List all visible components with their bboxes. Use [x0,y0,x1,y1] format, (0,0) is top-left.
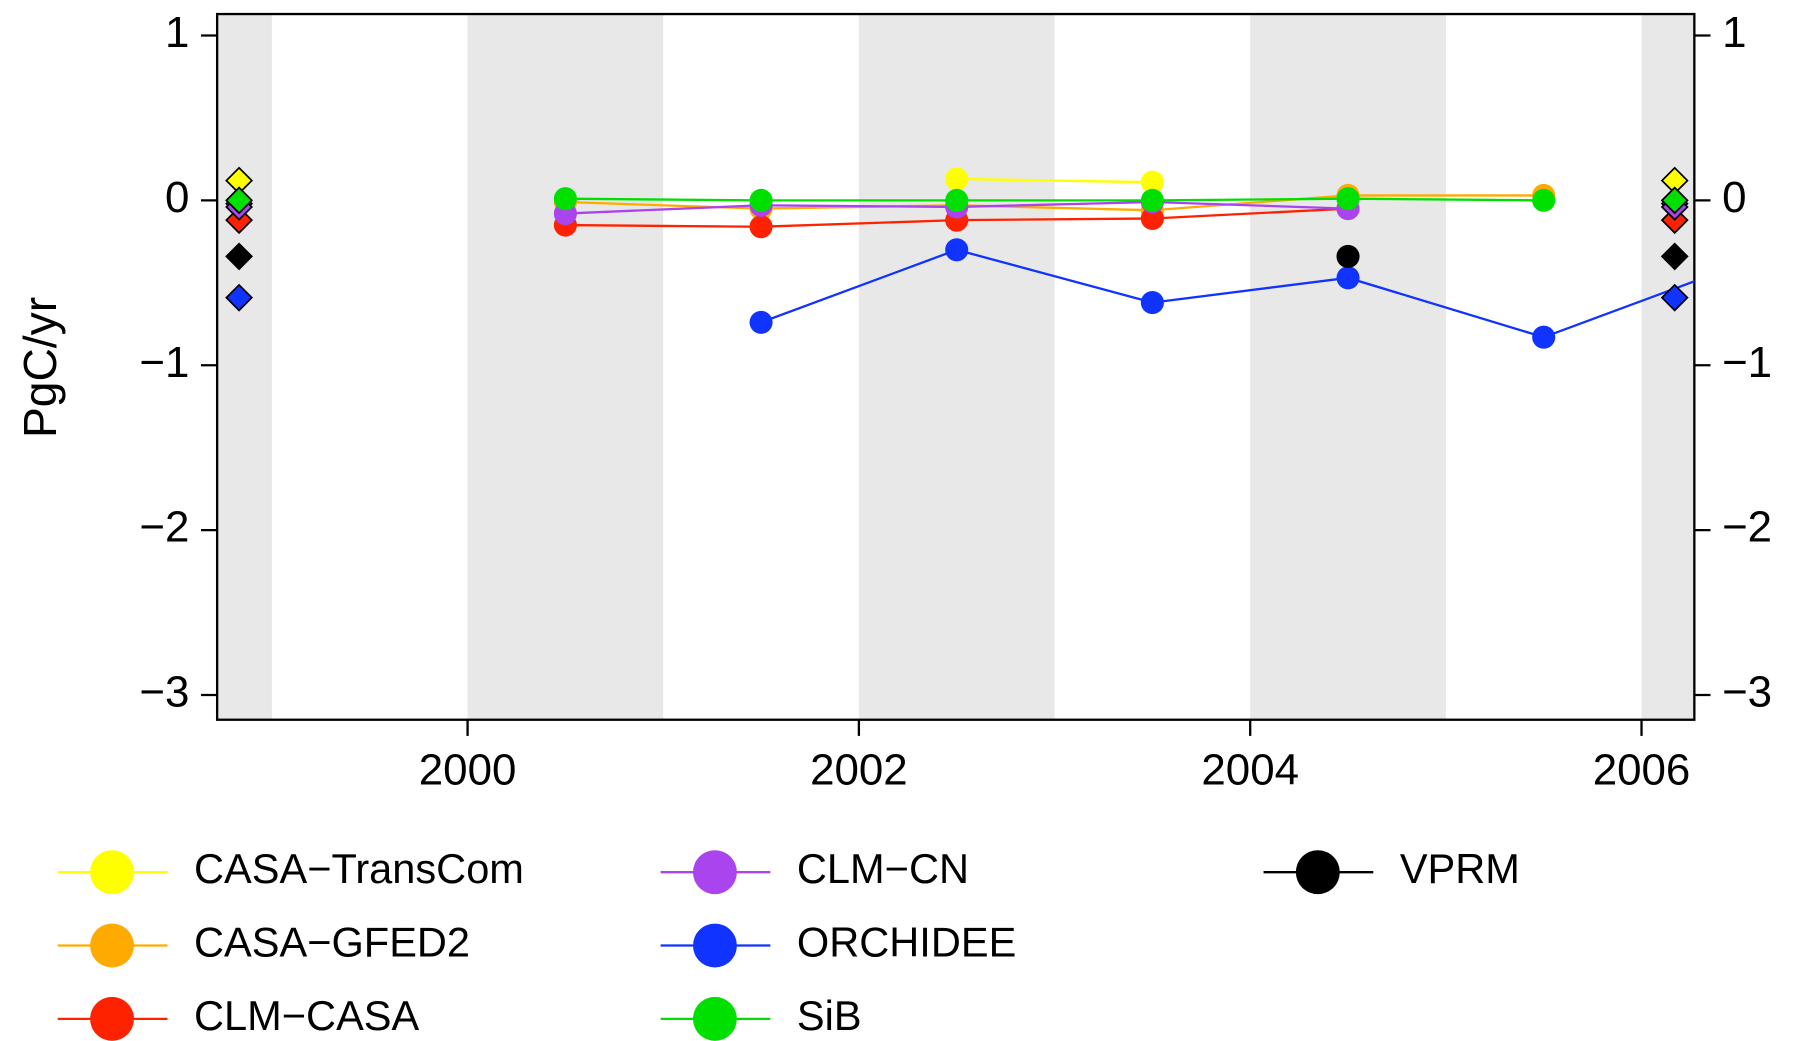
data-point [945,188,969,212]
data-point [945,167,969,191]
legend-label: VPRM [1400,845,1520,892]
legend-marker [692,850,737,895]
plot-area [225,166,1751,349]
legend-label: CASA−GFED2 [194,919,470,966]
series-line [956,177,1153,184]
y-tick-label: 1 [165,8,189,57]
data-point [1140,291,1164,315]
y2-tick-label: −2 [1722,503,1772,552]
data-point [1140,206,1164,231]
legend-marker [1295,850,1340,895]
y-tick-label: −2 [139,503,189,552]
series-line [760,248,1695,339]
x-tick-label: 2000 [419,745,517,794]
data-point [749,310,773,334]
mean-diamond [225,283,254,312]
legend-marker [692,923,737,968]
data-point [553,187,577,211]
data-point [1140,170,1164,194]
legend-marker [90,850,134,895]
x-tick-label: 2006 [1593,745,1691,794]
legend-label: ORCHIDEE [797,919,1016,966]
y-axis-label: PgC/yr [14,297,66,438]
legend-label: CLM−CN [797,845,969,892]
data-point [1140,188,1164,212]
data-point [945,238,969,262]
y2-tick-label: 0 [1722,173,1746,222]
data-point [1336,187,1360,211]
year-band [1250,14,1446,720]
mean-diamond [1660,242,1689,271]
y-tick-label: −3 [139,668,189,717]
legend-marker [90,996,134,1041]
y2-tick-label: 1 [1722,8,1746,57]
data-point [1336,244,1360,268]
mean-diamond [1660,186,1689,215]
y-tick-label: 0 [165,173,189,222]
data-point [749,215,773,239]
y-tick-label: −1 [139,338,189,387]
legend-marker [692,996,737,1041]
legend-marker [90,923,134,968]
year-band [858,14,1055,720]
year-band [1641,14,1695,720]
mean-diamond [225,186,254,215]
legend-label: SiB [797,992,862,1039]
legend-label: CASA−TransCom [194,845,524,892]
series-line [565,197,1544,202]
data-point [1336,266,1360,290]
data-point [1532,325,1556,349]
x-tick-label: 2004 [1201,745,1299,794]
mean-diamond [225,242,254,271]
x-tick-label: 2002 [810,745,908,794]
data-point [749,188,773,212]
data-point [1532,188,1556,212]
plot-frame [215,12,1696,721]
mean-diamond [1660,283,1689,312]
y2-tick-label: −1 [1722,338,1772,387]
y2-tick-label: −3 [1722,668,1772,717]
data-point [1728,253,1751,276]
year-band [467,14,664,720]
legend-label: CLM−CASA [194,992,419,1039]
year-band [217,14,272,720]
